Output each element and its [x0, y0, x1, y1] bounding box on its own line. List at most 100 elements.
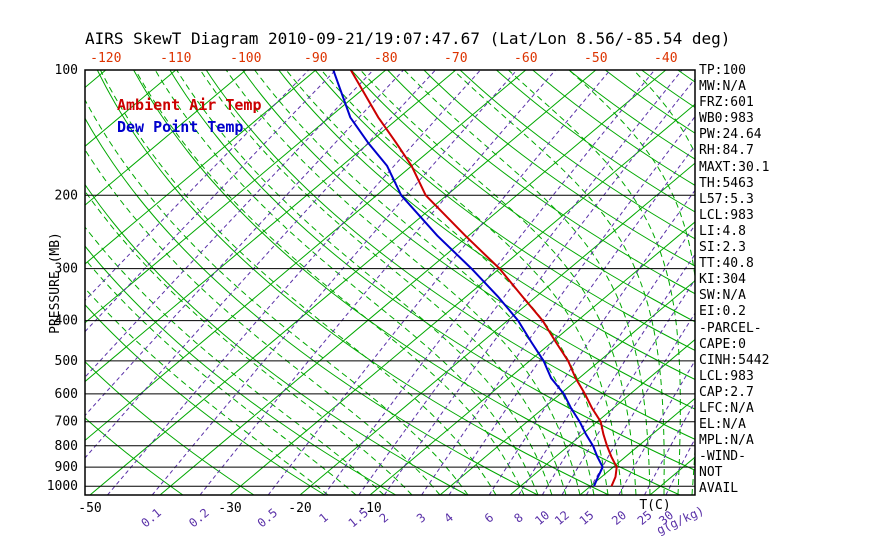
bottom-temp-tick-label: -50	[78, 501, 101, 516]
mixing-ratio-label: 0.5	[255, 506, 281, 531]
stat-line: TH:5463	[699, 175, 754, 191]
mixing-ratio-label: 3	[414, 510, 429, 525]
dry-adiabat-line	[423, 70, 695, 267]
background-lines	[85, 70, 695, 495]
mixing-ratio-label: 0.2	[186, 506, 212, 531]
legend-dew-point: Dew Point Temp	[117, 118, 244, 136]
mixing-ratio-label: 1	[316, 510, 331, 525]
dry-adiabat-line	[314, 70, 695, 351]
moist-adiabat-line	[99, 70, 497, 495]
isotherm-line	[159, 70, 667, 495]
moist-adiabat-line	[85, 258, 357, 495]
stat-line: TT:40.8	[699, 256, 754, 272]
top-temp-tick-label: -40	[654, 51, 677, 66]
pressure-tick-label: 700	[55, 415, 78, 430]
dry-adiabat-line	[85, 361, 255, 495]
stat-line: MPL:N/A	[699, 433, 754, 449]
bottom-temp-tick-label: -10	[358, 501, 381, 516]
mixing-ratio-label: 15	[576, 508, 596, 528]
mixing-ratio-line	[448, 144, 695, 495]
temp-unit-label: T(C)	[639, 498, 670, 513]
moist-adiabat-line	[85, 148, 441, 495]
dry-adiabat-line	[242, 70, 695, 410]
top-temp-tick-label: -100	[230, 51, 261, 66]
top-temp-tick-label: -110	[160, 51, 191, 66]
top-temp-tick-label: -60	[514, 51, 537, 66]
mixing-ratio-label: 2	[377, 510, 392, 525]
mixing-ratio-line	[107, 70, 481, 495]
moist-adiabat-line	[360, 70, 637, 495]
profiles	[332, 70, 618, 487]
mixing-ratio-line	[151, 70, 518, 495]
stat-line: LCL:983	[699, 207, 754, 223]
mixing-ratio-label: 20	[609, 508, 629, 528]
stat-line: CAP:2.7	[699, 384, 754, 400]
mixing-ratio-line	[85, 70, 374, 378]
stat-line: AVAIL	[699, 481, 739, 497]
pressure-tick-label: 400	[55, 314, 78, 329]
pressure-tick-label: 100	[55, 63, 78, 78]
pressure-axis-label: PRESSURE (MB)	[48, 232, 63, 334]
stat-line: CAPE:0	[699, 336, 746, 352]
mixing-ratio-line	[199, 70, 556, 495]
isotherm-line	[85, 70, 177, 147]
mixing-ratio-label: 8	[511, 510, 526, 525]
stat-line: TP:100	[699, 63, 746, 78]
mixing-ratio-line	[488, 189, 695, 495]
moist-adiabat-line	[403, 70, 651, 495]
isotherm-line	[85, 70, 317, 265]
stat-line: EI:0.2	[699, 304, 746, 320]
dry-adiabat-line	[85, 183, 468, 495]
moist-adiabat-line	[154, 70, 539, 495]
moist-adiabat-line	[85, 98, 469, 495]
temp-profile-line	[349, 70, 618, 487]
mixing-ratio-line	[85, 70, 310, 302]
isotherm-line	[85, 70, 247, 206]
mixing-ratio-line	[618, 359, 695, 495]
moist-adiabat-line	[254, 70, 595, 495]
mixing-ratio-label: 12	[552, 508, 572, 528]
plot-border	[84, 69, 696, 496]
stat-line: LI:4.8	[699, 223, 746, 239]
stat-line: MW:N/A	[699, 79, 746, 95]
moist-adiabat-line	[507, 70, 681, 495]
isotherm-line	[85, 70, 457, 383]
isotherm-line	[299, 162, 695, 495]
top-temp-tick-label: -70	[444, 51, 467, 66]
isotherm-line	[439, 280, 695, 495]
dry-adiabat-line	[278, 70, 695, 381]
stat-line: PW:24.64	[699, 127, 762, 143]
stat-line: EL:N/A	[699, 417, 746, 433]
stat-line: RH:84.7	[699, 143, 754, 159]
dry-adiabat-line	[85, 303, 326, 495]
mixing-ratio-line	[518, 224, 695, 495]
mixing-ratio-line	[85, 70, 404, 417]
dry-adiabat-line	[459, 70, 695, 240]
pressure-tick-label: 300	[55, 262, 78, 277]
stat-line: MAXT:30.1	[699, 159, 770, 175]
stat-line: L57:5.3	[699, 191, 754, 207]
isotherm-line	[369, 221, 695, 495]
pressure-tick-label: 500	[55, 354, 78, 369]
dry-adiabat-line	[169, 70, 695, 471]
pressure-tick-label: 200	[55, 188, 78, 203]
top-temp-tick-label: -90	[304, 51, 327, 66]
dry-adiabat-line	[568, 70, 695, 160]
mixing-ratio-line	[358, 70, 683, 495]
isotherm-line	[85, 70, 527, 442]
dry-adiabat-line	[532, 70, 695, 186]
top-temp-tick-label: -50	[584, 51, 607, 66]
bottom-temp-tick-label: -30	[218, 501, 241, 516]
mixing-ratio-line	[421, 115, 695, 495]
dry-adiabat-line	[350, 70, 695, 323]
stat-line: LFC:N/A	[699, 400, 754, 416]
bottom-temp-tick-label: -20	[288, 501, 311, 516]
stat-line: -WIND-	[699, 449, 746, 465]
pressure-tick-label: 900	[55, 460, 78, 475]
mixing-ratio-label: 4	[441, 510, 456, 525]
dewpoint-profile-line	[332, 70, 604, 487]
moist-adiabat-line	[568, 70, 695, 495]
top-temp-tick-label: -80	[374, 51, 397, 66]
